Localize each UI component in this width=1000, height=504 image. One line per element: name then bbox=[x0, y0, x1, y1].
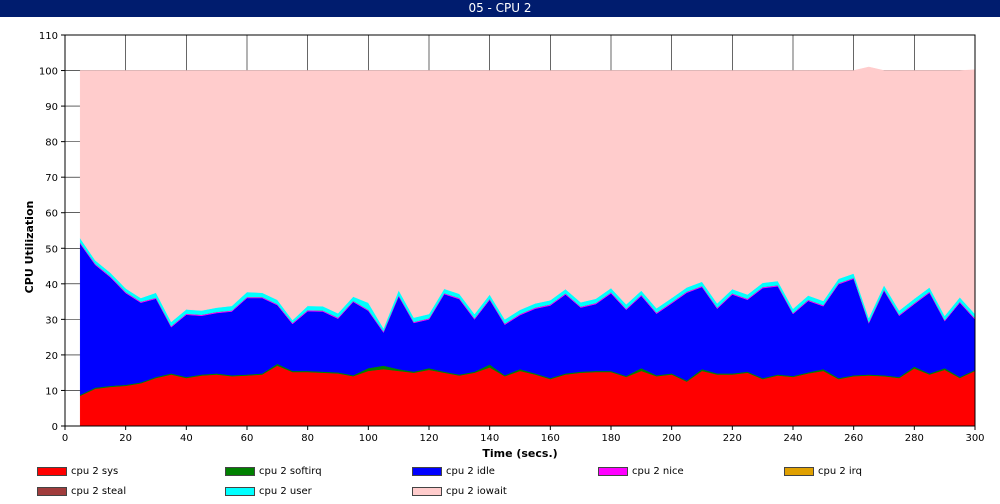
legend-label: cpu 2 nice bbox=[632, 466, 684, 477]
y-tick-label: 100 bbox=[39, 67, 58, 78]
x-tick-label: 80 bbox=[301, 433, 314, 444]
x-tick-label: 20 bbox=[119, 433, 132, 444]
y-tick-label: 10 bbox=[45, 386, 58, 397]
window-title-bar: 05 - CPU 2 bbox=[0, 0, 1000, 17]
x-axis-label: Time (secs.) bbox=[482, 447, 557, 460]
legend-label: cpu 2 softirq bbox=[259, 466, 322, 477]
legend-swatch bbox=[37, 487, 67, 496]
legend-swatch bbox=[784, 467, 814, 476]
x-tick-label: 60 bbox=[241, 433, 254, 444]
x-tick-label: 0 bbox=[62, 433, 68, 444]
x-tick-label: 120 bbox=[419, 433, 438, 444]
y-tick-label: 0 bbox=[52, 422, 58, 433]
legend-label: cpu 2 steal bbox=[71, 486, 127, 497]
x-tick-label: 180 bbox=[601, 433, 620, 444]
legend-swatch bbox=[412, 467, 442, 476]
y-tick-label: 70 bbox=[45, 173, 58, 184]
legend-label: cpu 2 irq bbox=[818, 466, 862, 477]
x-tick-label: 240 bbox=[783, 433, 802, 444]
x-tick-label: 40 bbox=[180, 433, 193, 444]
x-tick-label: 260 bbox=[844, 433, 863, 444]
y-tick-label: 20 bbox=[45, 351, 58, 362]
legend-label: cpu 2 sys bbox=[71, 466, 119, 477]
axes: 0 10 20 30 40 50 60 70 80 90 100 110 0 20 40 60 80 100 120… bbox=[39, 31, 985, 444]
legend-label: cpu 2 idle bbox=[446, 466, 495, 477]
legend-swatch bbox=[37, 467, 67, 476]
x-tick-label: 100 bbox=[359, 433, 378, 444]
stacked-areas bbox=[79, 66, 976, 427]
y-tick-label: 110 bbox=[39, 31, 58, 42]
legend-swatch bbox=[598, 467, 628, 476]
y-tick-label: 80 bbox=[45, 138, 58, 149]
x-tick-label: 160 bbox=[541, 433, 560, 444]
legend-swatch bbox=[412, 487, 442, 496]
legend-swatch bbox=[225, 487, 255, 496]
cpu-utilization-chart: 0 10 20 30 40 50 60 70 80 90 100 110 0 20 40 60 80 100 120… bbox=[23, 31, 985, 460]
y-tick-label: 50 bbox=[45, 244, 58, 255]
y-tick-label: 40 bbox=[45, 280, 58, 291]
legend-swatch bbox=[225, 467, 255, 476]
y-tick-label: 90 bbox=[45, 102, 58, 113]
plot-frame bbox=[64, 34, 976, 427]
y-axis-label: CPU Utilization bbox=[23, 201, 36, 294]
x-tick-label: 140 bbox=[480, 433, 499, 444]
x-tick-label: 300 bbox=[965, 433, 984, 444]
window-title: 05 - CPU 2 bbox=[468, 1, 532, 15]
x-tick-label: 280 bbox=[905, 433, 924, 444]
y-tick-label: 30 bbox=[45, 315, 58, 326]
y-tick-label: 60 bbox=[45, 209, 58, 220]
x-tick-label: 200 bbox=[662, 433, 681, 444]
legend-label: cpu 2 user bbox=[259, 486, 312, 497]
legend-label: cpu 2 iowait bbox=[446, 486, 507, 497]
x-tick-label: 220 bbox=[723, 433, 742, 444]
